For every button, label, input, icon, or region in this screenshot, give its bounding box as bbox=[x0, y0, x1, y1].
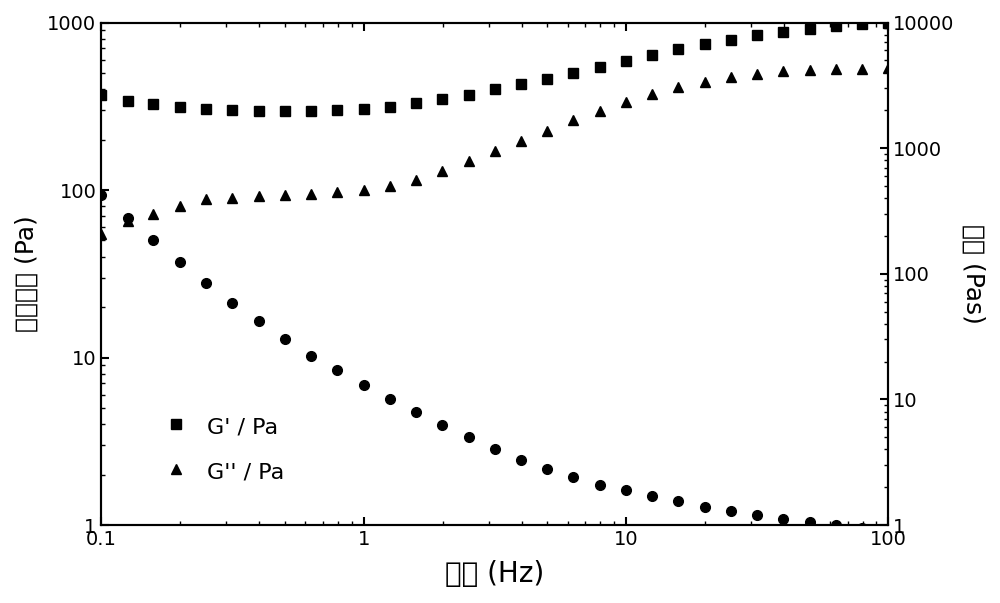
G' / Pa bbox=[620, 57, 632, 65]
G' / Pa bbox=[384, 103, 396, 110]
G'' / Pa bbox=[777, 68, 789, 75]
G' / Pa bbox=[174, 103, 186, 110]
G'' / Pa bbox=[620, 98, 632, 106]
G'' / Pa bbox=[410, 176, 422, 183]
G'' / Pa bbox=[147, 210, 159, 218]
G' / Pa bbox=[200, 106, 212, 113]
G'' / Pa bbox=[672, 84, 684, 91]
G' / Pa bbox=[226, 107, 238, 114]
G'' / Pa bbox=[200, 196, 212, 203]
G'' / Pa bbox=[95, 230, 107, 237]
G' / Pa bbox=[489, 86, 501, 93]
X-axis label: 频率 (Hz): 频率 (Hz) bbox=[445, 560, 544, 588]
G' / Pa bbox=[358, 106, 370, 113]
G'' / Pa bbox=[882, 65, 894, 72]
G'' / Pa bbox=[253, 192, 265, 200]
G' / Pa bbox=[567, 69, 579, 77]
G'' / Pa bbox=[567, 117, 579, 124]
G'' / Pa bbox=[122, 218, 134, 225]
G'' / Pa bbox=[594, 108, 606, 115]
G' / Pa bbox=[646, 51, 658, 58]
Y-axis label: 剪切模量 (Pa): 剪切模量 (Pa) bbox=[15, 215, 39, 332]
G'' / Pa bbox=[384, 183, 396, 190]
Line: G' / Pa: G' / Pa bbox=[96, 17, 893, 116]
G' / Pa bbox=[95, 91, 107, 98]
Line: G'' / Pa: G'' / Pa bbox=[96, 63, 893, 238]
G'' / Pa bbox=[515, 138, 527, 145]
G' / Pa bbox=[122, 97, 134, 104]
G'' / Pa bbox=[541, 127, 553, 134]
G'' / Pa bbox=[305, 190, 317, 197]
G'' / Pa bbox=[489, 148, 501, 155]
Legend: G' / Pa, G'' / Pa: G' / Pa, G'' / Pa bbox=[152, 403, 296, 494]
G'' / Pa bbox=[751, 70, 763, 77]
G'' / Pa bbox=[358, 186, 370, 194]
Y-axis label: 粘度 (Pas): 粘度 (Pas) bbox=[961, 224, 985, 324]
G' / Pa bbox=[410, 99, 422, 107]
G'' / Pa bbox=[174, 203, 186, 210]
G' / Pa bbox=[147, 101, 159, 108]
G' / Pa bbox=[253, 108, 265, 115]
G' / Pa bbox=[463, 91, 475, 98]
G' / Pa bbox=[725, 36, 737, 43]
G' / Pa bbox=[331, 107, 343, 114]
G'' / Pa bbox=[226, 194, 238, 201]
G' / Pa bbox=[830, 23, 842, 30]
G'' / Pa bbox=[725, 74, 737, 81]
G' / Pa bbox=[856, 21, 868, 28]
G'' / Pa bbox=[331, 189, 343, 196]
G' / Pa bbox=[515, 80, 527, 87]
G'' / Pa bbox=[804, 66, 816, 74]
G'' / Pa bbox=[463, 157, 475, 164]
G' / Pa bbox=[672, 46, 684, 53]
G'' / Pa bbox=[279, 192, 291, 199]
G'' / Pa bbox=[856, 65, 868, 72]
G'' / Pa bbox=[699, 78, 711, 86]
G'' / Pa bbox=[646, 90, 658, 98]
G' / Pa bbox=[882, 19, 894, 26]
G' / Pa bbox=[699, 41, 711, 48]
G' / Pa bbox=[541, 75, 553, 83]
G' / Pa bbox=[804, 25, 816, 32]
G'' / Pa bbox=[830, 66, 842, 73]
G' / Pa bbox=[594, 63, 606, 71]
G' / Pa bbox=[305, 108, 317, 115]
G' / Pa bbox=[777, 28, 789, 36]
G' / Pa bbox=[436, 95, 448, 103]
G' / Pa bbox=[751, 31, 763, 39]
G' / Pa bbox=[279, 108, 291, 115]
G'' / Pa bbox=[436, 167, 448, 174]
